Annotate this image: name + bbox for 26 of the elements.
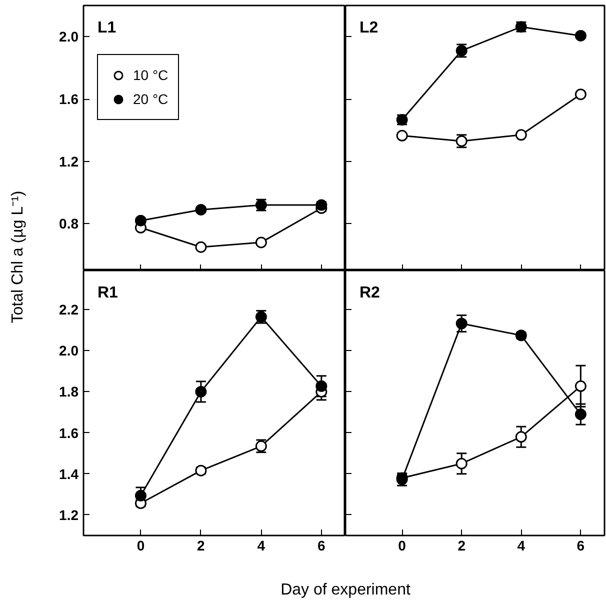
y-tick-label: 1.2 — [59, 506, 79, 523]
y-tick-label: 1.2 — [59, 153, 79, 170]
text: R1 — [98, 284, 118, 302]
legend-label: 20 °C — [133, 91, 168, 107]
x-tick-label: 0 — [136, 538, 145, 554]
y-tick-label: 1.4 — [59, 466, 79, 482]
y-tick-label: 1.6 — [59, 91, 79, 108]
y-tick-label: 2.0 — [59, 342, 79, 359]
y-tick-label: 2.2 — [59, 302, 79, 318]
y-tick-label: 1.8 — [59, 384, 79, 400]
legend-label: 10 °C — [133, 67, 168, 83]
x-axis-title: Day of experiment — [280, 582, 411, 598]
x-tick-label: 4 — [517, 538, 526, 554]
x-tick-label: 2 — [458, 538, 466, 554]
x-tick-label: 6 — [318, 538, 326, 554]
y-tick-label: 0.8 — [59, 216, 79, 232]
x-tick-label: 4 — [257, 538, 266, 554]
y-axis-title: Total Chl a (µg L⁻¹) — [10, 190, 26, 324]
x-tick-label: 6 — [576, 538, 585, 554]
x-tick-label: 2 — [197, 538, 206, 554]
text: L2 — [360, 20, 378, 36]
x-tick-label: 0 — [398, 538, 406, 554]
text: R2 — [360, 284, 380, 302]
y-tick-label: 2.0 — [59, 28, 79, 45]
y-tick-label: 1.6 — [59, 424, 79, 441]
text: L1 — [98, 20, 116, 36]
